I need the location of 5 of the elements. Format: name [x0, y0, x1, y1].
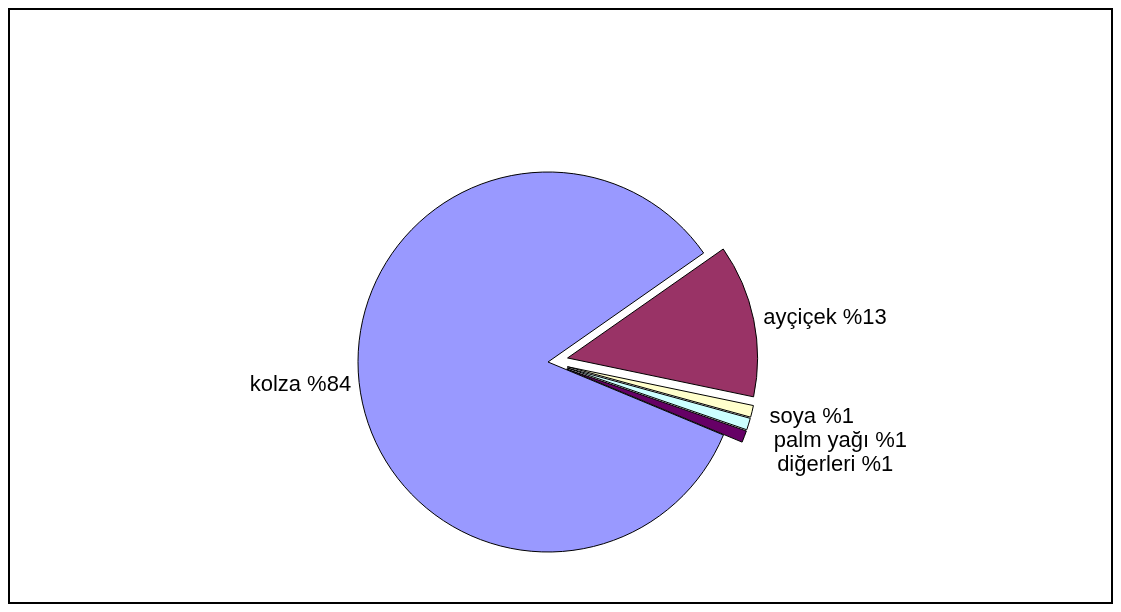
slice-label: kolza %84 [249, 370, 352, 396]
slice-label: soya %1 [769, 403, 854, 429]
slice-label: ayçiçek %13 [763, 303, 887, 329]
slice-label: diğerleri %1 [777, 451, 894, 477]
slice-label: palm yağı %1 [773, 427, 908, 453]
